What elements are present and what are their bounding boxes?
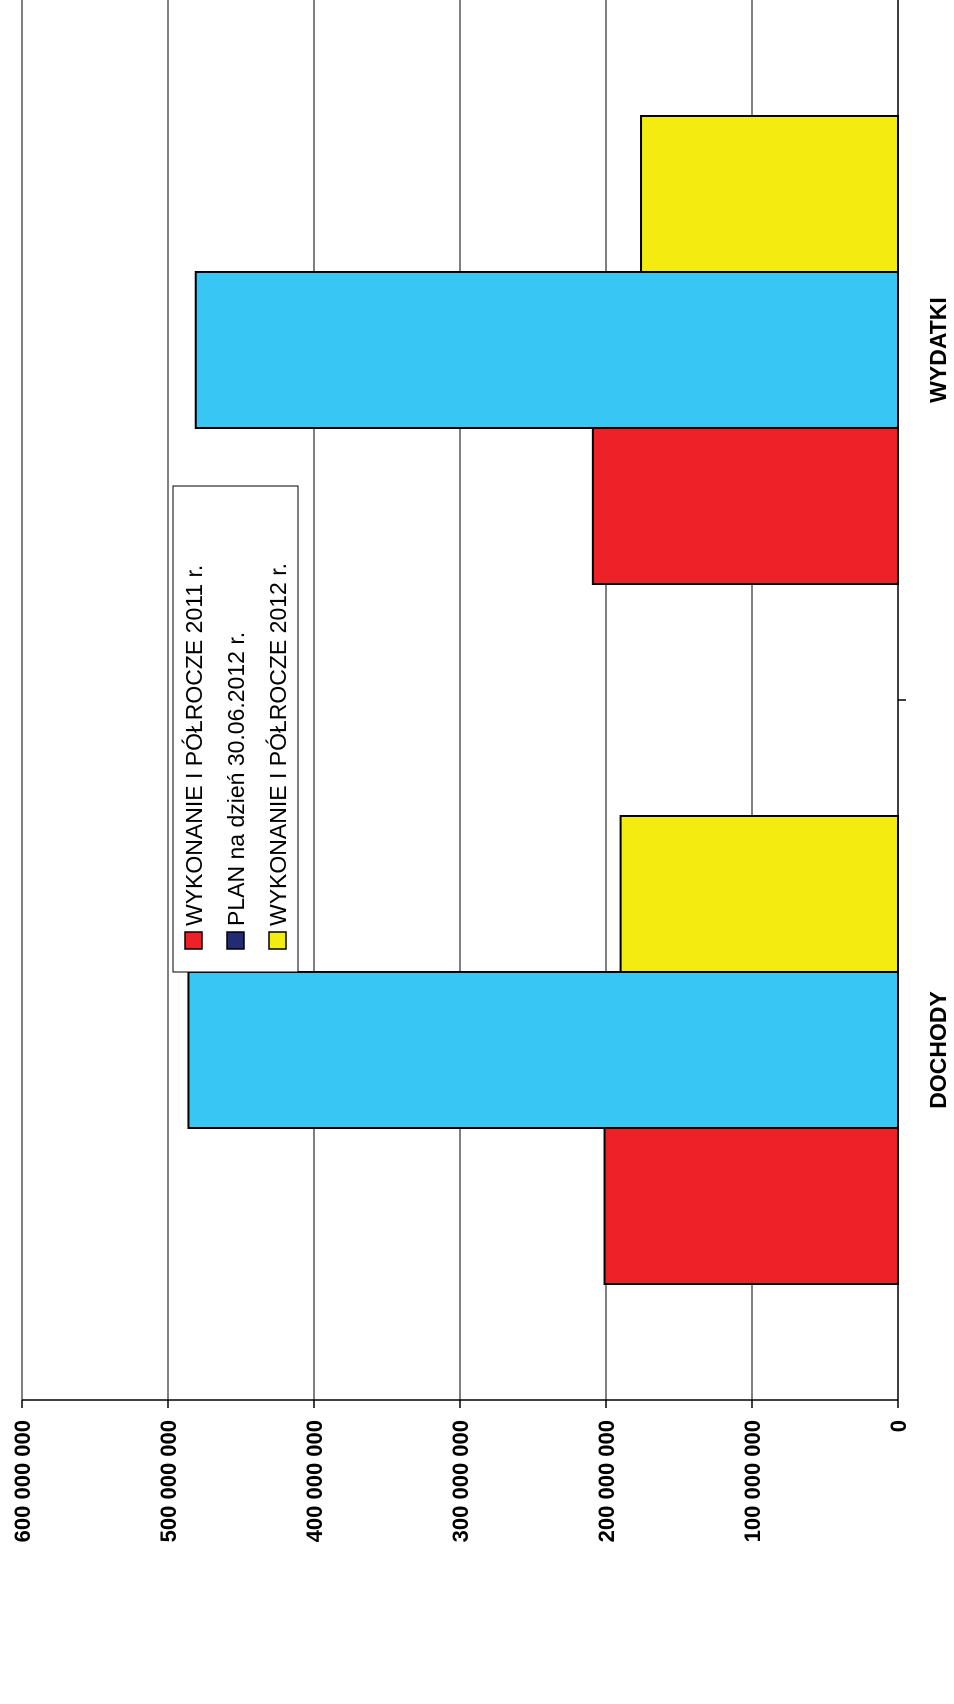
bar: [603, 1127, 899, 1285]
category-labels: DOCHODY WYDATKI: [925, 297, 951, 1109]
axes: [21, 0, 906, 1408]
value-tick-label: 0: [886, 1420, 911, 1432]
legend: WYKONANIE I PÓŁROCZE 2011 r. PLAN na dzie…: [172, 485, 299, 973]
value-tick-label: 100 000 000: [740, 1420, 765, 1542]
category-label: DOCHODY: [925, 991, 951, 1109]
bar: [640, 115, 899, 273]
legend-label: PLAN na dzień 30.06.2012 r.: [223, 632, 249, 926]
legend-swatch: [184, 931, 203, 950]
legend-label: WYKONANIE I PÓŁROCZE 2011 r.: [181, 565, 207, 926]
value-tick-labels: 0 100 000 000 200 000 000 300 000 000 400 00…: [10, 1420, 911, 1542]
bar: [591, 427, 899, 585]
value-tick-label: 400 000 000: [302, 1420, 327, 1542]
category-label: WYDATKI: [925, 297, 951, 403]
value-tick-label: 500 000 000: [156, 1420, 181, 1542]
bar: [619, 815, 899, 973]
legend-swatch: [226, 931, 245, 950]
bar: [194, 271, 900, 429]
bar: [187, 971, 899, 1129]
value-tick-label: 600 000 000: [10, 1420, 35, 1542]
bars: [187, 115, 900, 1285]
legend-swatch: [268, 931, 287, 950]
value-tick-label: 200 000 000: [594, 1420, 619, 1542]
legend-box: [172, 485, 299, 973]
legend-label: WYKONANIE I PÓŁROCZE 2012 r.: [265, 563, 291, 926]
value-tick-label: 300 000 000: [448, 1420, 473, 1542]
